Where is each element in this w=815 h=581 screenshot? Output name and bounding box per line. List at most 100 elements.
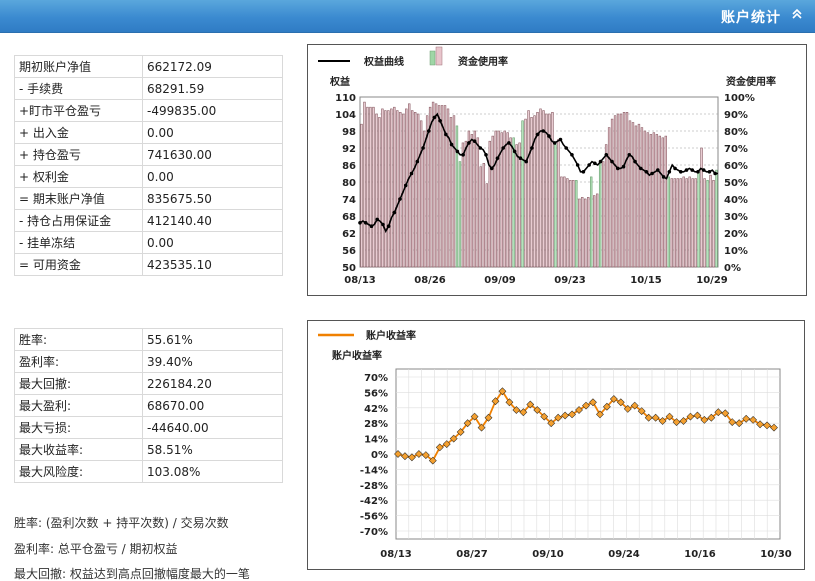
usage-bar [670, 178, 673, 268]
usage-bar [625, 112, 629, 268]
row-value: 68670.00 [142, 394, 283, 417]
equity-point [398, 197, 402, 201]
row-value: 0.00 [142, 121, 283, 144]
usage-bar [375, 113, 378, 268]
row-value: 412140.40 [142, 209, 283, 232]
return-point [596, 410, 604, 419]
x-tick-label: 10/15 [630, 275, 662, 286]
x-tick-label: 09/24 [608, 549, 640, 560]
usage-bar [497, 130, 500, 268]
equity-point [541, 129, 546, 133]
usage-bar [422, 130, 426, 268]
usage-bar [587, 197, 590, 268]
equity-point [701, 168, 706, 172]
return-point [609, 395, 618, 403]
equity-point [501, 146, 505, 150]
row-value: 835675.50 [142, 187, 283, 210]
table-row: + 权利金 0.00 [14, 165, 283, 188]
equity-point [438, 119, 442, 123]
usage-bar [652, 132, 656, 268]
legend-label: 权益曲线 [363, 55, 404, 68]
equity-point [575, 163, 580, 167]
usage-bar [390, 108, 393, 268]
usage-bar [631, 122, 635, 268]
usage-bar [461, 142, 465, 268]
equity-point [386, 224, 391, 228]
table-row: +盯市平仓盈亏 -499835.00 [14, 99, 283, 122]
equity-point [404, 183, 408, 188]
usage-bar [604, 144, 608, 268]
usage-bar [473, 130, 477, 268]
usage-bar [598, 163, 602, 268]
usage-bar [637, 123, 641, 268]
collapse-button[interactable] [789, 8, 805, 24]
return-point [658, 417, 667, 425]
equity-point [644, 170, 649, 174]
return-point [554, 413, 563, 422]
left-tick-label: 104 [335, 110, 356, 121]
usage-bar [384, 110, 387, 268]
usage-bar [664, 135, 667, 268]
usage-bar [428, 106, 432, 268]
left-tick-label: 80 [342, 178, 356, 189]
row-label: 最大盈利: [14, 394, 143, 417]
equity-point [518, 156, 523, 160]
return-point [770, 423, 778, 432]
row-value: 662172.09 [142, 55, 283, 78]
usage-bar [616, 113, 620, 268]
equity-point [472, 139, 477, 143]
y-tick-label: -42% [360, 496, 388, 507]
row-value: 226184.20 [142, 372, 283, 395]
equity-point [627, 153, 632, 157]
usage-bar [455, 125, 459, 268]
equity-point [684, 168, 689, 172]
row-label: 最大亏损: [14, 416, 143, 439]
usage-bar [419, 120, 423, 268]
return-point [561, 411, 570, 420]
usage-bar [584, 198, 587, 268]
usage-bar [378, 117, 381, 268]
usage-bar [640, 127, 644, 268]
return-point [442, 440, 451, 448]
usage-bar [482, 163, 486, 268]
return-point [714, 408, 723, 417]
equity-point [530, 146, 534, 150]
usage-bar [554, 144, 557, 268]
right-tick-label: 10% [724, 246, 748, 257]
return-point [749, 416, 758, 424]
equity-point [484, 153, 488, 157]
left-tick-label: 98 [342, 127, 356, 138]
table-row: - 挂单冻结 0.00 [14, 231, 283, 254]
account-return-chart: 账户收益率 账户收益率 70% 56% 42% 28% 14% 0% -14% -28% -42% -… [307, 320, 805, 570]
row-label: + 出入金 [14, 121, 143, 144]
equity-point [547, 134, 551, 138]
usage-bar [452, 115, 456, 268]
return-point [512, 406, 521, 414]
return-point [408, 453, 416, 462]
y-tick-label: -56% [360, 512, 388, 523]
return-point [735, 419, 744, 428]
equity-point [444, 132, 448, 137]
return-point [435, 443, 444, 452]
usage-bar [575, 180, 578, 268]
usage-bar [360, 123, 363, 268]
row-label: = 可用资金 [14, 253, 143, 276]
usage-bar [682, 176, 685, 268]
usage-bar [464, 140, 468, 268]
table-row: 最大亏损: -44640.00 [14, 416, 283, 439]
return-point [602, 402, 611, 411]
right-tick-label: 0% [724, 263, 741, 274]
return-point [707, 413, 716, 422]
usage-bar [479, 166, 483, 268]
usage-bar [655, 134, 659, 268]
equity-point [467, 141, 471, 145]
usage-bar [405, 108, 408, 268]
usage-bar [521, 120, 524, 268]
usage-bar [595, 193, 599, 268]
note-profit-rate: 盈利率: 总平仓盈亏 / 期初权益 [14, 542, 178, 556]
left-tick-label: 56 [342, 246, 356, 257]
x-tick-label: 09/10 [532, 549, 564, 560]
table-row: 最大盈利: 68670.00 [14, 394, 283, 417]
left-tick-label: 62 [342, 229, 356, 240]
equity-point [507, 141, 511, 145]
